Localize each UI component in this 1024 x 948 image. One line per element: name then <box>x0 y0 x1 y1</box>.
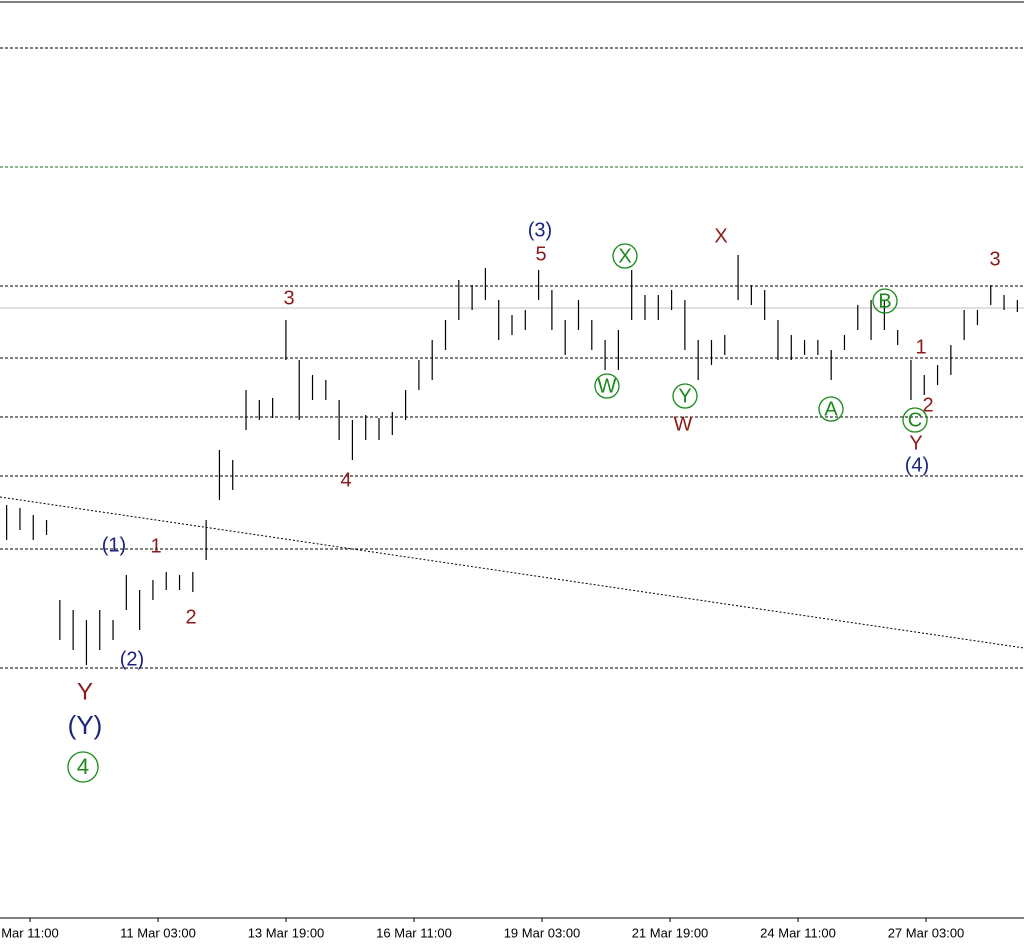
wave-label: W <box>674 413 693 435</box>
wave-label: 5 <box>535 243 546 265</box>
wave-label: 2 <box>922 394 933 416</box>
wave-labels: (3) 5 X X 3 B 3 1 W Y W A 2 C Y (4) 4 (1… <box>67 219 1001 783</box>
circle <box>902 407 928 433</box>
x-tick-label: Mar 11:00 <box>1 925 59 940</box>
wave-label: Y <box>77 678 93 705</box>
x-tick-label: 24 Mar 11:00 <box>760 925 836 940</box>
wave-label: B <box>878 290 891 312</box>
circle <box>818 396 844 422</box>
wave-label: Y <box>678 385 691 407</box>
wave-label: (1) <box>102 534 126 556</box>
x-tick-label: 11 Mar 03:00 <box>120 925 196 940</box>
wave-label: (Y) <box>68 710 103 740</box>
wave-label: 3 <box>989 248 1000 270</box>
wave-label: (3) <box>528 219 552 241</box>
circle <box>612 243 638 269</box>
x-tick-label: 16 Mar 11:00 <box>376 925 452 940</box>
wave-label: X <box>618 245 631 267</box>
wave-label: (4) <box>905 454 929 476</box>
x-tick-label: 27 Mar 03:00 <box>888 925 965 940</box>
x-tick-label: 21 Mar 19:00 <box>632 925 709 940</box>
wave-label: X <box>714 225 727 247</box>
wave-label: 4 <box>77 754 89 779</box>
trend-line <box>0 496 1024 649</box>
circle <box>67 751 99 783</box>
circle <box>672 383 698 409</box>
wave-label: Y <box>909 432 922 454</box>
circle <box>594 373 620 399</box>
circle <box>872 288 898 314</box>
wave-label: 3 <box>283 287 294 309</box>
wave-label: 1 <box>150 535 161 557</box>
x-tick-label: 13 Mar 19:00 <box>248 925 325 940</box>
wave-label: W <box>598 375 617 397</box>
x-tick-label: 19 Mar 03:00 <box>504 925 581 940</box>
wave-label: A <box>824 398 838 420</box>
wave-label: 1 <box>915 336 926 358</box>
wave-label: (2) <box>120 648 144 670</box>
wave-label: C <box>908 409 922 431</box>
wave-label: 2 <box>185 606 196 628</box>
wave-label: 4 <box>340 469 351 491</box>
